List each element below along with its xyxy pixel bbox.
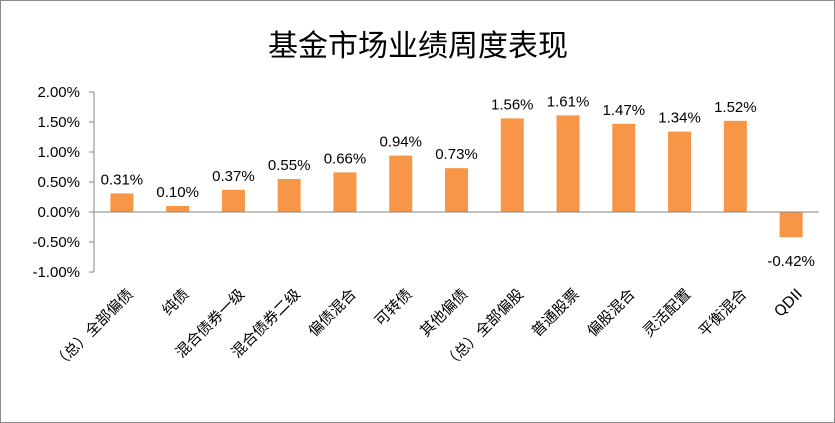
bar <box>110 193 134 212</box>
bar <box>333 172 357 212</box>
y-tick-label: 2.00% <box>37 84 80 101</box>
data-label: 0.37% <box>212 168 255 185</box>
data-label: 1.56% <box>491 96 534 113</box>
bar <box>556 115 580 212</box>
chart-title: 基金市场业绩周度表现 <box>268 29 568 64</box>
y-tick-label: 1.50% <box>37 114 80 131</box>
x-tick-label: 偏债混合 <box>305 285 360 340</box>
y-tick-label: -0.50% <box>32 234 80 251</box>
bar <box>668 131 692 212</box>
x-tick-label: 其他偏债 <box>416 285 471 340</box>
bar <box>779 212 803 238</box>
data-label: 0.55% <box>268 157 311 174</box>
bars <box>110 115 803 238</box>
bar <box>500 118 524 212</box>
bar <box>166 206 190 212</box>
x-tick-label: 偏股混合 <box>583 285 638 340</box>
data-label: 1.52% <box>714 99 757 116</box>
y-tick-label: 0.50% <box>37 174 80 191</box>
data-label: 1.34% <box>658 110 701 127</box>
data-label: 0.10% <box>156 184 199 201</box>
y-tick-label: 0.00% <box>37 204 80 221</box>
data-label: -0.42% <box>767 253 815 270</box>
x-tick-label: 普通股票 <box>528 285 583 340</box>
data-label: 0.73% <box>435 146 478 163</box>
data-label: 1.61% <box>547 93 590 110</box>
bar <box>445 168 468 212</box>
x-tick-label: 平衡混合 <box>695 285 750 340</box>
data-label: 0.66% <box>324 150 367 167</box>
x-tick-label: （总）全部偏债 <box>50 285 137 372</box>
data-label: 0.31% <box>101 171 144 188</box>
y-axis: 2.00% 1.50% 1.00% 0.50% 0.00% -0.50% -1.00% <box>32 84 95 281</box>
bar <box>389 155 413 212</box>
bar <box>277 179 301 212</box>
x-tick-label: QDII <box>770 285 806 321</box>
x-tick-label: 纯债 <box>159 285 193 319</box>
data-label: 0.94% <box>379 134 422 151</box>
x-tick-label: 可转债 <box>371 285 416 330</box>
y-tick-label: 1.00% <box>37 144 80 161</box>
data-labels: 0.31% 0.10% 0.37% 0.55% 0.66% 0.94% 0.73% 1.56%… <box>101 93 815 270</box>
x-axis: （总）全部偏债 纯债混合债券一级混合债券二级 偏债混合 可转债 其他偏债（总）全部偏股普… <box>50 211 819 372</box>
bar <box>612 123 636 212</box>
bar <box>221 189 245 212</box>
bar <box>723 120 747 212</box>
y-tick-label: -1.00% <box>32 264 80 281</box>
data-label: 1.47% <box>603 102 646 119</box>
x-tick-label: 灵活配置 <box>639 285 694 340</box>
